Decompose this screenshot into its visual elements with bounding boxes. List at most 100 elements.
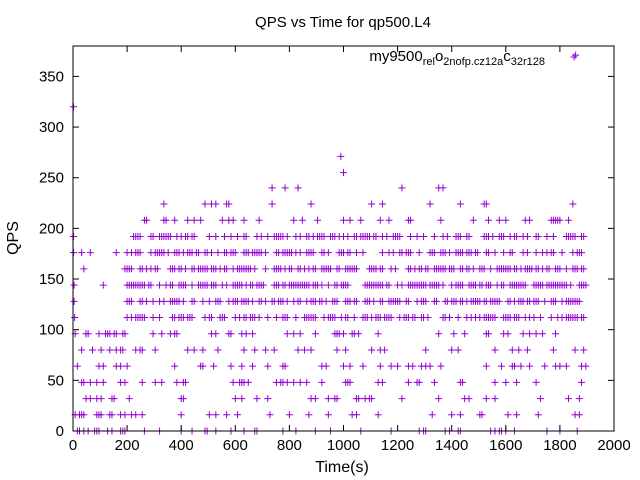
data-point <box>549 232 557 240</box>
data-point <box>578 378 586 386</box>
data-point <box>480 265 488 273</box>
data-point <box>305 411 313 419</box>
data-point <box>324 411 332 419</box>
data-point <box>212 330 220 338</box>
data-point <box>378 297 386 305</box>
data-point <box>523 346 531 354</box>
data-point <box>502 378 510 386</box>
data-point <box>112 330 120 338</box>
data-point <box>378 200 386 208</box>
data-point <box>541 362 549 370</box>
data-point <box>84 330 92 338</box>
data-point <box>86 378 94 386</box>
data-point <box>344 232 352 240</box>
data-point <box>99 378 107 386</box>
data-point <box>407 216 415 224</box>
data-point <box>227 232 235 240</box>
data-point <box>97 395 105 403</box>
data-point <box>448 346 456 354</box>
data-points <box>70 51 590 435</box>
data-point <box>502 216 510 224</box>
data-point <box>125 395 133 403</box>
data-point <box>439 281 447 289</box>
data-point <box>179 297 187 305</box>
data-point <box>508 249 516 257</box>
data-point <box>322 297 330 305</box>
data-point <box>123 362 131 370</box>
data-point <box>262 297 270 305</box>
data-point <box>484 249 492 257</box>
data-point <box>285 411 293 419</box>
x-tick-label: 1400 <box>435 437 468 454</box>
x-tick-label: 1200 <box>381 437 414 454</box>
data-point <box>398 281 406 289</box>
data-point <box>482 362 490 370</box>
data-point <box>216 297 224 305</box>
x-tick-label: 1000 <box>327 437 360 454</box>
data-point-outlier <box>70 249 78 257</box>
data-point <box>158 330 166 338</box>
data-point <box>495 297 503 305</box>
legend-entry-label: my9500relo2nofp.cz12ac32r128 <box>369 48 545 68</box>
data-point <box>188 314 196 322</box>
data-point <box>153 265 161 273</box>
data-point <box>344 314 352 322</box>
data-point <box>244 378 252 386</box>
data-point-outlier <box>71 314 79 322</box>
data-point <box>376 362 384 370</box>
data-point <box>426 362 434 370</box>
data-point <box>138 411 146 419</box>
data-point <box>478 411 486 419</box>
data-point <box>461 330 469 338</box>
data-point <box>156 281 164 289</box>
data-point <box>340 330 347 338</box>
data-point <box>575 411 583 419</box>
data-point <box>398 395 406 403</box>
data-point <box>73 362 81 370</box>
data-point <box>359 249 367 257</box>
data-point <box>151 378 159 386</box>
data-point <box>396 232 404 240</box>
data-point <box>78 346 86 354</box>
data-point <box>523 249 531 257</box>
data-point <box>283 314 291 322</box>
data-point <box>344 281 352 289</box>
data-point <box>99 281 107 289</box>
data-point <box>504 330 512 338</box>
data-point <box>231 395 239 403</box>
data-point <box>249 362 257 370</box>
data-point <box>238 395 246 403</box>
data-point <box>523 232 531 240</box>
data-point <box>446 314 454 322</box>
data-point <box>517 362 525 370</box>
data-point <box>127 265 135 273</box>
data-point <box>143 216 151 224</box>
data-point <box>446 249 454 257</box>
data-point <box>257 232 265 240</box>
data-point <box>140 314 148 322</box>
x-tick-label: 400 <box>169 437 194 454</box>
data-point <box>127 297 135 305</box>
legend-entry-marker <box>570 53 578 61</box>
data-point <box>439 184 447 192</box>
data-point <box>220 314 228 322</box>
data-point <box>335 265 343 273</box>
data-point <box>491 395 499 403</box>
data-point <box>346 249 354 257</box>
data-point <box>407 232 415 240</box>
data-point <box>437 216 445 224</box>
data-point <box>352 265 360 273</box>
data-point <box>372 232 380 240</box>
data-point <box>580 232 588 240</box>
data-point <box>255 314 263 322</box>
y-tick-label: 300 <box>39 119 64 136</box>
data-point <box>156 314 164 322</box>
data-point <box>415 249 423 257</box>
data-point <box>240 216 248 224</box>
data-point <box>80 265 88 273</box>
data-point <box>158 378 166 386</box>
data-point <box>121 378 129 386</box>
data-point <box>223 281 231 289</box>
data-point <box>251 265 259 273</box>
